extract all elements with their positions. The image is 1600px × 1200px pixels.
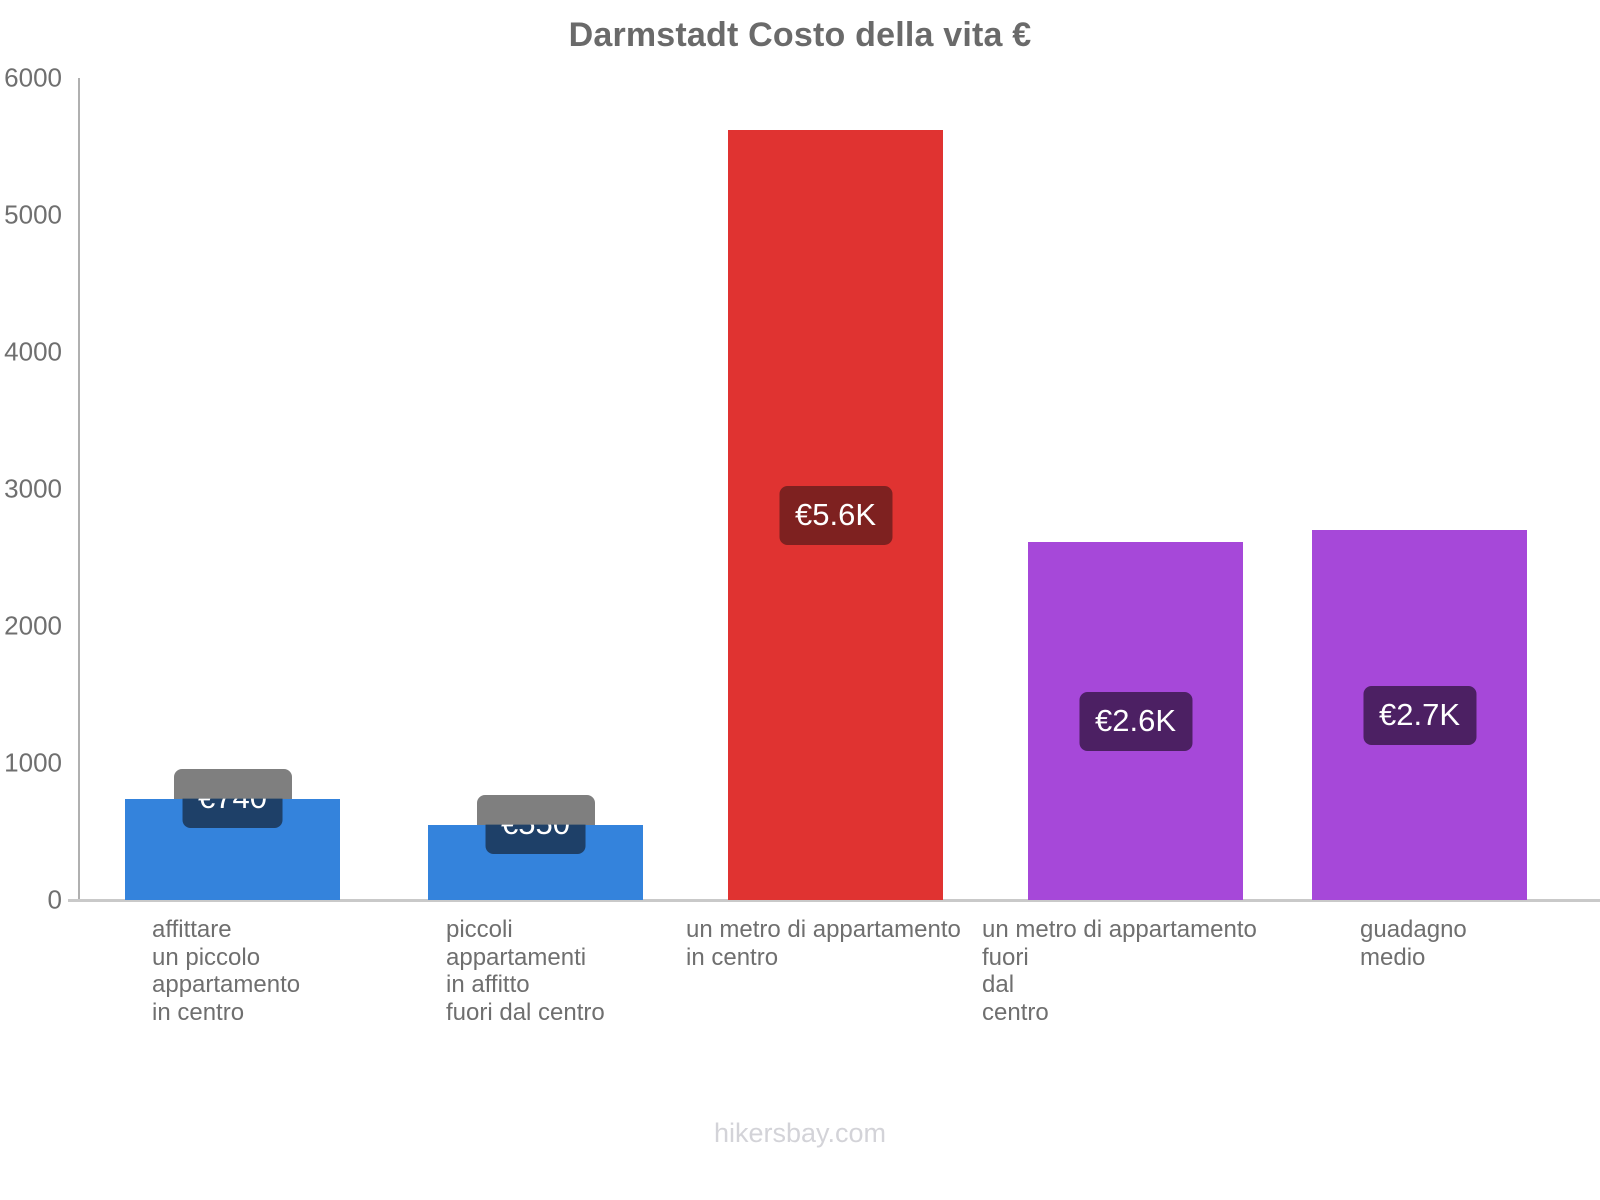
y-axis-tick-label: 0 <box>47 884 62 915</box>
x-axis-category-label: affittare un piccolo appartamento in centro <box>152 916 300 1026</box>
x-axis-category-line: dal <box>982 971 1015 998</box>
y-axis-tick-label: 5000 <box>4 199 62 230</box>
x-axis-category-line: fuori dal centro <box>446 998 605 1026</box>
y-axis-tick-label: 6000 <box>4 62 62 93</box>
bar-value-badge-top <box>476 795 595 825</box>
bar-value-label: €740 <box>182 798 283 829</box>
x-axis-category-line: piccoli <box>446 916 513 943</box>
x-axis-category-line: appartamento <box>152 971 301 998</box>
y-axis-line <box>78 78 80 900</box>
x-axis-category-label: un metro di appartamento in centro <box>686 916 961 971</box>
x-axis-category-line: in affitto <box>446 971 530 998</box>
x-axis-category-line: appartamenti <box>446 943 587 971</box>
x-axis-category-line: guadagno <box>1360 916 1467 943</box>
x-axis-category-line: un metro di appartamento <box>686 916 961 943</box>
x-axis-category-line: un metro di appartamento <box>982 916 1257 943</box>
x-axis-category-line: un piccolo <box>152 943 261 971</box>
x-axis-category-label: piccoli appartamenti in affitto fuori dal c… <box>446 916 605 1026</box>
x-axis-category-label: un metro di appartamento fuori dal centro <box>982 916 1257 1026</box>
bar-value-label: €2.6K <box>1078 691 1193 751</box>
bar-value-label: €2.7K <box>1362 685 1477 745</box>
y-axis-tick-label: 1000 <box>4 747 62 778</box>
chart-title: Darmstadt Costo della vita € <box>568 16 1032 54</box>
bar-value-badge-top <box>173 769 292 799</box>
x-axis-category-line: medio <box>1360 943 1426 971</box>
x-axis-category-label: guadagno medio <box>1360 916 1467 971</box>
x-axis-category-line: affittare <box>152 916 232 943</box>
y-axis-tick-label: 3000 <box>4 473 62 504</box>
plot-area: €740 €550 €5.6K €2.6K €2.7K <box>78 78 1600 900</box>
x-axis-category-line: fuori <box>982 943 1029 971</box>
x-axis-category-line: centro <box>982 998 1049 1026</box>
footer-credit: hikersbay.com <box>713 1118 887 1148</box>
x-axis-line <box>68 899 1600 902</box>
bar-value-label: €550 <box>485 824 586 855</box>
x-axis-category-line: in centro <box>686 943 779 971</box>
bar-value-label: €5.6K <box>778 485 893 545</box>
y-axis-tick-label: 4000 <box>4 336 62 367</box>
y-axis-tick-label: 2000 <box>4 610 62 641</box>
x-axis-category-line: in centro <box>152 998 245 1026</box>
